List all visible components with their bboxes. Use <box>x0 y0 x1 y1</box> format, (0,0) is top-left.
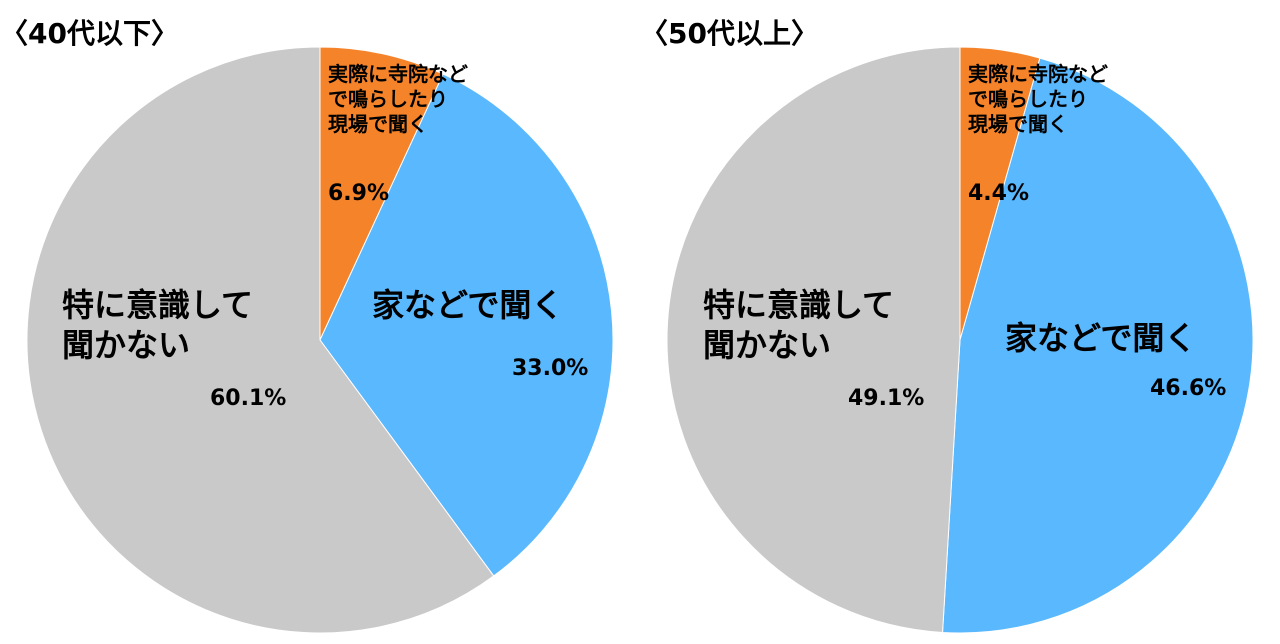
slice-name: 実際に寺院など で鳴らしたり 現場で聞く <box>968 62 1108 136</box>
slice-name: 実際に寺院など で鳴らしたり 現場で聞く <box>328 62 468 136</box>
value-label: 4.4% <box>968 181 1030 206</box>
chart-title: 〈40代以下〉 <box>0 17 179 50</box>
slice-name: 家などで聞く <box>1005 319 1197 357</box>
slice-name: 家などで聞く <box>372 286 564 324</box>
pie-slice <box>666 46 961 634</box>
value-label: 49.1% <box>848 386 925 411</box>
pie-slice <box>942 57 1254 634</box>
value-label: 60.1% <box>210 386 287 411</box>
value-label: 33.0% <box>512 356 589 381</box>
pie-slice <box>26 46 495 634</box>
slice-name: 特に意識して 聞かない <box>62 286 254 364</box>
slice-name: 特に意識して 聞かない <box>703 286 895 364</box>
chart-title: 〈50代以上〉 <box>640 17 819 50</box>
value-label: 6.9% <box>328 181 390 206</box>
value-label: 46.6% <box>1150 376 1227 401</box>
pie-slice <box>319 73 614 577</box>
pie-slice <box>319 46 444 341</box>
